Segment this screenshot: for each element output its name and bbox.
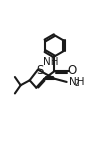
Text: 2: 2 xyxy=(74,79,79,88)
Text: NH: NH xyxy=(43,57,59,67)
Text: S: S xyxy=(36,64,43,77)
Text: NH: NH xyxy=(69,77,85,87)
Text: O: O xyxy=(68,64,77,77)
